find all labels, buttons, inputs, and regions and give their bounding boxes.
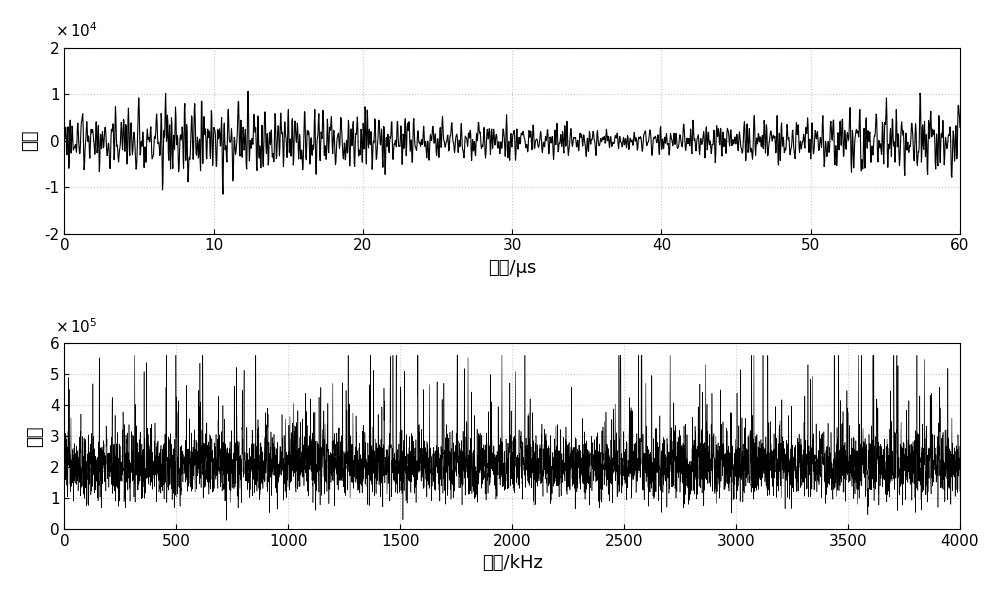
Y-axis label: 幅度: 幅度 (26, 425, 44, 447)
X-axis label: 时间/μs: 时间/μs (488, 259, 536, 277)
Text: $\times\,10^{4}$: $\times\,10^{4}$ (55, 22, 98, 40)
Text: $\times\,10^{5}$: $\times\,10^{5}$ (55, 317, 98, 336)
Y-axis label: 幅度: 幅度 (21, 130, 39, 151)
X-axis label: 频率/kHz: 频率/kHz (482, 554, 543, 572)
